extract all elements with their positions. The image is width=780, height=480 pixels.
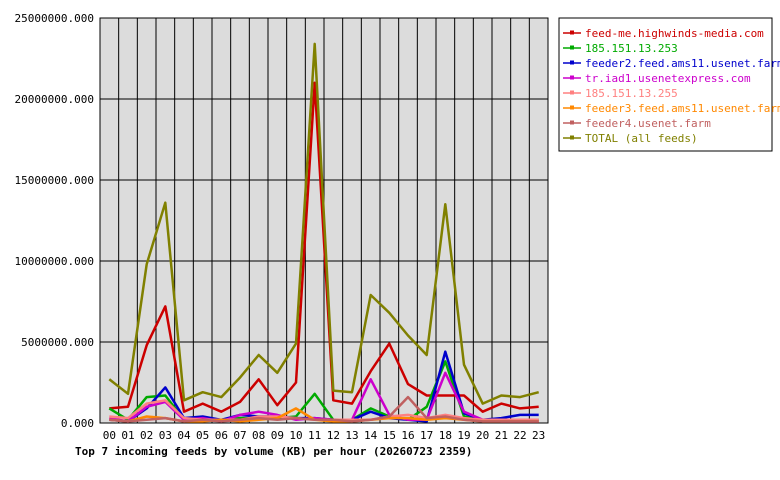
legend-box [558, 17, 773, 152]
legend-marker [570, 30, 574, 35]
legend-item: TOTAL (all feeds) [563, 132, 698, 145]
legend-marker [570, 105, 574, 110]
legend-label: 185.151.13.255 [585, 87, 678, 100]
y-tick-label: 25000000.000 [15, 12, 94, 25]
x-tick-label: 04 [177, 429, 191, 442]
x-tick-label: 23 [532, 429, 545, 442]
x-tick-label: 10 [289, 429, 302, 442]
legend-item: tr.iad1.usenetexpress.com [563, 72, 751, 85]
y-tick-label: 20000000.000 [15, 93, 94, 106]
x-tick-label: 13 [345, 429, 358, 442]
legend-label: feed-me.highwinds-media.com [585, 27, 764, 40]
legend-marker [570, 75, 574, 80]
x-tick-label: 15 [383, 429, 396, 442]
y-tick-label: 10000000.000 [15, 255, 94, 268]
legend-label: feeder4.usenet.farm [585, 117, 711, 130]
legend-item: feeder4.usenet.farm [563, 117, 711, 130]
x-tick-label: 09 [271, 429, 284, 442]
x-axis-tick-labels: 00 01 02 03 04 05 06 07 08 09 10 11 12 13 14 15 16 17 18 19… [103, 429, 546, 442]
x-tick-label: 16 [401, 429, 414, 442]
x-tick-label: 01 [121, 429, 134, 442]
x-tick-label: 02 [140, 429, 153, 442]
x-tick-label: 21 [495, 429, 508, 442]
gridlines [99, 17, 549, 424]
x-tick-label: 07 [233, 429, 246, 442]
legend-item: feed-me.highwinds-media.com [563, 27, 764, 40]
legend-label: TOTAL (all feeds) [585, 132, 698, 145]
legend-marker [570, 120, 574, 125]
legend-item: 185.151.13.255 [563, 87, 678, 100]
x-tick-label: 20 [476, 429, 489, 442]
legend-marker [570, 135, 574, 140]
legend-label: feeder2.feed.ams11.usenet.farm [585, 57, 780, 70]
x-tick-label: 22 [513, 429, 526, 442]
chart-title: Top 7 incoming feeds by volume (KB) per … [75, 445, 472, 458]
legend-marker [570, 45, 574, 50]
legend-label: tr.iad1.usenetexpress.com [585, 72, 751, 85]
x-tick-label: 14 [364, 429, 378, 442]
y-axis-tick-labels: 0.000 5000000.000 10000000.000 15000000.000… [15, 12, 94, 430]
series-line-feed-me-highwinds-media-com [109, 81, 539, 413]
x-tick-label: 05 [196, 429, 209, 442]
y-tick-label: 0.000 [61, 417, 94, 430]
series-lines [108, 42, 540, 423]
x-tick-label: 17 [420, 429, 433, 442]
legend-label: feeder3.feed.ams11.usenet.farm [585, 102, 780, 115]
x-tick-label: 11 [308, 429, 321, 442]
legend-item: feeder3.feed.ams11.usenet.farm [563, 102, 780, 115]
x-tick-label: 00 [103, 429, 116, 442]
x-tick-label: 03 [159, 429, 172, 442]
series-line-total-all-feeds- [108, 42, 540, 405]
legend-marker [570, 60, 574, 65]
x-tick-label: 06 [215, 429, 228, 442]
legend-marker [570, 90, 574, 95]
legend-item: 185.151.13.253 [563, 42, 678, 55]
legend-item: feeder2.feed.ams11.usenet.farm [563, 57, 780, 70]
series-line-feeder4-usenet-farm [109, 395, 539, 423]
legend: feed-me.highwinds-media.com 185.151.13.25… [558, 17, 780, 152]
x-tick-label: 12 [327, 429, 340, 442]
x-tick-label: 19 [457, 429, 470, 442]
y-tick-label: 15000000.000 [15, 174, 94, 187]
x-tick-label: 18 [439, 429, 452, 442]
legend-label: 185.151.13.253 [585, 42, 678, 55]
x-tick-label: 08 [252, 429, 265, 442]
y-tick-label: 5000000.000 [21, 336, 94, 349]
